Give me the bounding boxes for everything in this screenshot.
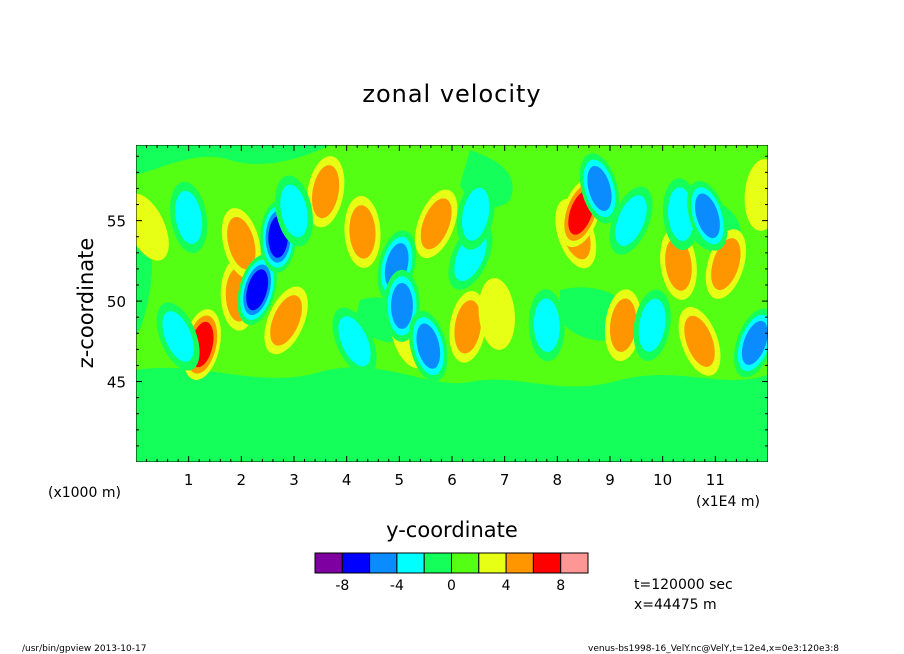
contour-level (665, 237, 692, 291)
colorbar-swatch (369, 552, 398, 574)
negative-velocity-cell (156, 302, 200, 371)
positive-velocity-cell (264, 286, 308, 355)
contour-level (391, 282, 413, 329)
colorbar: -8 -4 0 4 8 (314, 552, 589, 594)
contour-level (420, 198, 452, 250)
colorbar-swatch (505, 552, 534, 574)
contour-level (711, 238, 741, 291)
contour-level (615, 195, 647, 246)
colorbar-label: 8 (556, 578, 565, 594)
colorbar-swatch (423, 552, 453, 574)
y-tick-label: 50 (107, 293, 126, 311)
negative-velocity-cell (275, 175, 313, 247)
positive-velocity-cell (344, 195, 381, 268)
negative-velocity-cell (456, 178, 495, 250)
time-info: t=120000 sec (634, 577, 733, 593)
positive-velocity-cell (678, 306, 721, 376)
y-axis-label: z-coordinate (74, 238, 98, 369)
contour-level (741, 320, 768, 365)
contour-level (349, 205, 376, 259)
x-tick-label: 10 (653, 471, 672, 489)
negative-velocity-cell (579, 153, 620, 224)
x-axis-label: y-coordinate (386, 518, 518, 542)
negative-velocity-cell (332, 307, 377, 376)
colorbar-swatch (451, 552, 480, 574)
contour-level (416, 323, 441, 369)
contour-level (227, 216, 256, 270)
x-tick-label: 2 (237, 471, 247, 489)
plot-area (136, 145, 768, 462)
y-tick-label: 45 (107, 374, 126, 392)
contour-level (587, 165, 612, 211)
negative-velocity-cell (687, 180, 728, 251)
negative-velocity-cell (733, 308, 768, 378)
contour-level (338, 316, 371, 367)
contour-level (609, 298, 637, 352)
positive-velocity-cell (449, 291, 487, 363)
contour-level (744, 158, 768, 231)
x-tick-label: 8 (553, 471, 563, 489)
contour-features (136, 153, 768, 382)
colorbar-label: -8 (335, 578, 349, 594)
x-tick-label: 6 (447, 471, 457, 489)
contour-level (638, 298, 666, 352)
positive-velocity-cell (221, 207, 261, 279)
x-tick-label: 4 (342, 471, 352, 489)
positive-velocity-cell (415, 189, 458, 259)
contour-level (246, 269, 269, 311)
colorbar-label: -4 (390, 578, 404, 594)
contour-level (454, 300, 482, 354)
x-tick-label: 11 (706, 471, 725, 489)
colorbar-swatch (341, 552, 371, 574)
y-axis: 45 50 55 (107, 155, 768, 447)
contour-level (280, 184, 308, 238)
negative-velocity-cell (408, 310, 448, 382)
footer-program: /usr/bin/gpview 2013-10-17 (22, 644, 146, 654)
position-info: x=44475 m (634, 597, 717, 613)
x-tick-label: 1 (184, 471, 194, 489)
colorbar-label: 4 (502, 578, 511, 594)
negative-velocity-cell (170, 181, 208, 254)
chart-title: zonal velocity (362, 80, 541, 108)
negative-velocity-cell (237, 254, 277, 325)
x-tick-label: 3 (289, 471, 299, 489)
x-tick-label: 9 (605, 471, 615, 489)
contour-level (694, 193, 720, 239)
positive-velocity-cell (136, 193, 169, 261)
contour-level (136, 193, 169, 261)
colorbar-swatch (478, 552, 507, 574)
negative-velocity-cell (633, 289, 671, 361)
contour-level (478, 278, 515, 350)
x-tick-label: 5 (395, 471, 405, 489)
positive-velocity-cell (604, 289, 642, 362)
contour-level (533, 298, 560, 353)
negative-velocity-cell (528, 289, 565, 362)
x-unit-note: (x1E4 m) (696, 494, 760, 510)
colorbar-swatch (396, 552, 425, 574)
footer-source: venus-bs1998-16_VelY.nc@VelY,t=12e4,x=0e… (588, 644, 839, 654)
contour-level (311, 165, 340, 219)
negative-velocity-cell (609, 186, 653, 255)
positive-velocity-cell (478, 278, 515, 350)
contour-level (175, 190, 203, 244)
contour-level (461, 187, 490, 241)
contour-level (270, 295, 303, 346)
colorbar-swatch (560, 552, 589, 574)
colorbar-label: 0 (447, 578, 456, 594)
positive-velocity-cell (744, 158, 768, 231)
colorbar-swatch (532, 552, 562, 574)
contour-level (162, 311, 194, 362)
x-scale-note: (x1000 m) (48, 485, 121, 501)
y-tick-label: 55 (107, 213, 126, 231)
x-tick-label: 7 (500, 471, 510, 489)
positive-velocity-cell (306, 156, 345, 228)
colorbar-swatch (314, 552, 343, 574)
x-axis: 1 2 3 4 5 6 7 8 9 10 11 (146, 145, 758, 489)
contour-level (684, 315, 715, 367)
